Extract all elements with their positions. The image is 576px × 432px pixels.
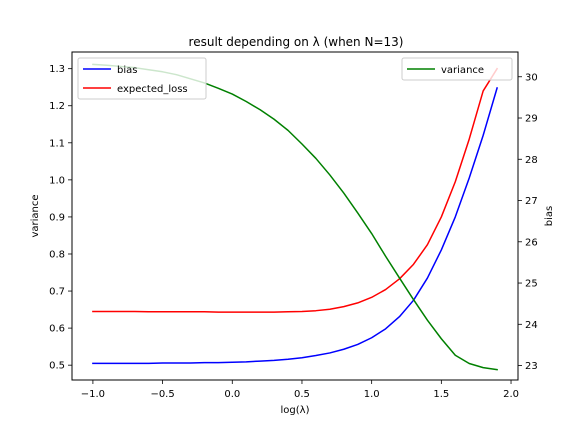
x-tick-label: 2.0 <box>503 389 519 400</box>
y-left-tick-label: 0.5 <box>49 361 65 372</box>
y-axis-right-label: bias <box>544 206 555 226</box>
legend-left: bias expected_loss <box>77 57 207 100</box>
y-left-tick-label: 1.1 <box>49 138 65 149</box>
y-axis-right-ticks: 23 24 25 26 27 28 29 30 <box>518 72 538 372</box>
x-tick-label: −0.5 <box>150 389 174 400</box>
legend-bias-label: bias <box>117 65 137 76</box>
x-tick-label: 0.5 <box>294 389 310 400</box>
y-left-tick-label: 0.8 <box>49 249 65 260</box>
y-right-tick-label: 26 <box>525 237 538 248</box>
x-tick-label: 0.0 <box>224 389 240 400</box>
y-right-tick-label: 23 <box>525 361 538 372</box>
y-left-tick-label: 0.7 <box>49 287 65 298</box>
y-left-tick-label: 1.0 <box>49 175 65 186</box>
series-line-bias <box>92 87 499 365</box>
legend-right-box <box>401 57 513 81</box>
y-right-tick-label: 25 <box>525 279 538 290</box>
y-right-tick-label: 24 <box>525 320 538 331</box>
y-right-tick-label: 27 <box>525 196 538 207</box>
x-axis-label: log(λ) <box>281 405 310 416</box>
legend-variance-label: variance <box>441 65 484 76</box>
legend-expected-loss-label: expected_loss <box>117 84 188 95</box>
y-right-tick-label: 30 <box>525 72 538 83</box>
legend-right: variance <box>401 57 513 81</box>
y-left-tick-label: 0.9 <box>49 212 65 223</box>
y-left-tick-label: 1.2 <box>49 101 65 112</box>
y-axis-left-label: variance <box>30 194 41 237</box>
x-tick-label: −1.0 <box>81 389 105 400</box>
plot-frame <box>71 51 519 381</box>
series-line-expected-loss <box>92 67 499 313</box>
x-tick-label: 1.5 <box>433 389 449 400</box>
y-right-tick-label: 28 <box>525 155 538 166</box>
y-left-tick-label: 0.6 <box>49 324 65 335</box>
chart-title: result depending on λ (when N=13) <box>189 35 404 49</box>
y-axis-left-ticks: 0.5 0.6 0.7 0.8 0.9 1.0 1.1 1.2 1.3 <box>49 64 72 372</box>
y-left-tick-label: 1.3 <box>49 64 65 75</box>
y-right-tick-label: 29 <box>525 114 538 125</box>
x-axis-ticks: −1.0 −0.5 0.0 0.5 1.0 1.5 2.0 <box>81 380 519 400</box>
x-tick-label: 1.0 <box>364 389 380 400</box>
